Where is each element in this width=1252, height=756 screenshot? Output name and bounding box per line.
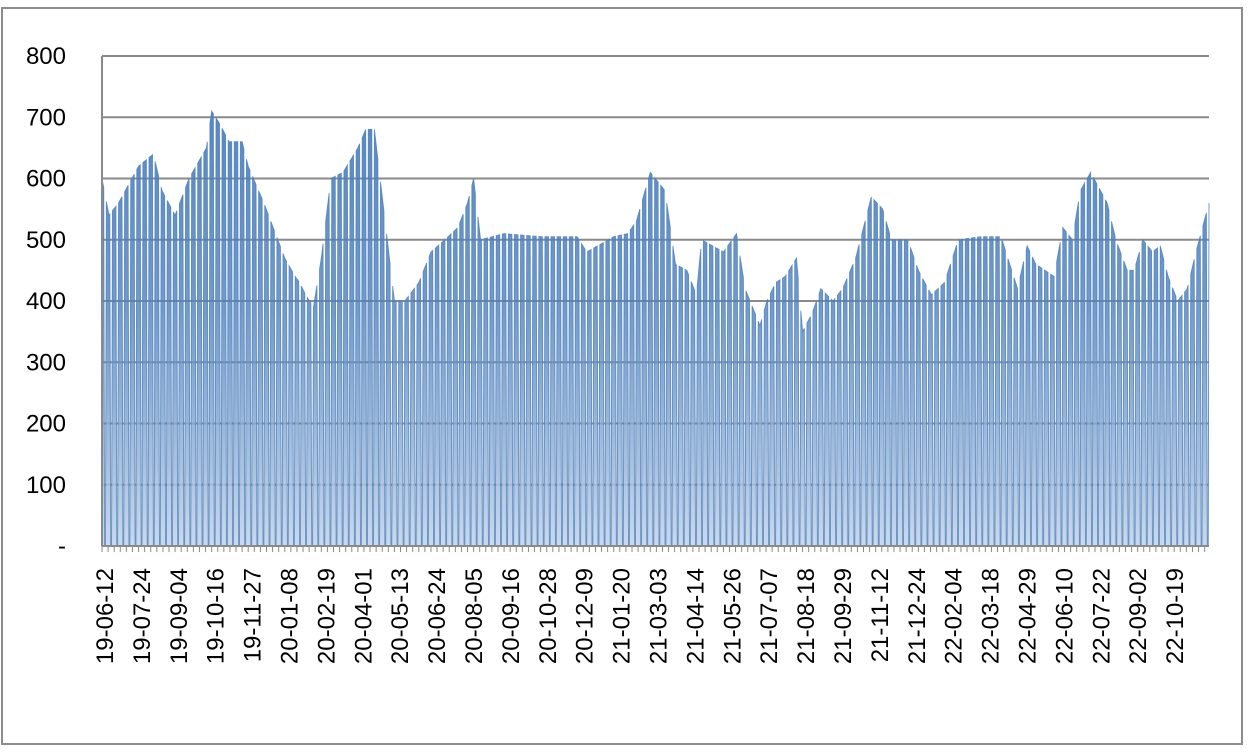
y-tick-label: 700: [26, 104, 66, 131]
x-tick-label: 20-12-09: [572, 568, 599, 664]
x-tick-label: 22-02-04: [941, 568, 968, 664]
x-tick-label: 21-03-03: [646, 568, 673, 664]
x-tick-label: 20-08-05: [461, 568, 488, 664]
x-tick-label: 21-05-26: [719, 568, 746, 664]
x-tick-label: 20-06-24: [424, 568, 451, 664]
series-area: [102, 111, 1209, 546]
x-tick-label: 19-09-04: [166, 568, 193, 664]
y-tick-label: -: [58, 533, 66, 560]
x-tick-label: 20-01-08: [277, 568, 304, 664]
x-tick-label: 20-02-19: [313, 568, 340, 664]
x-tick-label: 20-09-16: [498, 568, 525, 664]
x-tick-label: 20-05-13: [387, 568, 414, 664]
y-tick-label: 500: [26, 227, 66, 254]
x-tick-label: 20-10-28: [535, 568, 562, 664]
x-tick-label: 22-10-19: [1162, 568, 1189, 664]
x-tick-label: 22-09-02: [1125, 568, 1152, 664]
x-tick-label: 22-06-10: [1051, 568, 1078, 664]
x-tick-label: 21-11-12: [867, 568, 894, 662]
y-tick-label: 800: [26, 43, 66, 70]
x-tick-label: 19-07-24: [129, 568, 156, 664]
y-tick-label: 100: [26, 472, 66, 499]
y-tick-label: 400: [26, 288, 66, 315]
x-tick-label: 19-10-16: [203, 568, 230, 664]
y-tick-label: 600: [26, 166, 66, 193]
x-tick-label: 21-09-29: [830, 568, 857, 664]
x-tick-label: 19-06-12: [92, 568, 119, 664]
x-tick-label: 22-04-29: [1015, 568, 1042, 664]
x-tick-label: 21-01-20: [609, 568, 636, 664]
y-tick-label: 300: [26, 349, 66, 376]
x-tick-label: 21-08-18: [793, 568, 820, 664]
x-tick-label: 20-04-01: [350, 568, 377, 664]
x-tick-label: 22-03-18: [978, 568, 1005, 664]
x-tick-label: 21-12-24: [904, 568, 931, 664]
x-tick-label: 21-07-07: [756, 568, 783, 664]
x-tick-label: 19-11-27: [240, 568, 267, 662]
x-tick-label: 22-07-22: [1088, 568, 1115, 664]
x-tick-label: 21-04-14: [682, 568, 709, 664]
y-tick-label: 200: [26, 411, 66, 438]
